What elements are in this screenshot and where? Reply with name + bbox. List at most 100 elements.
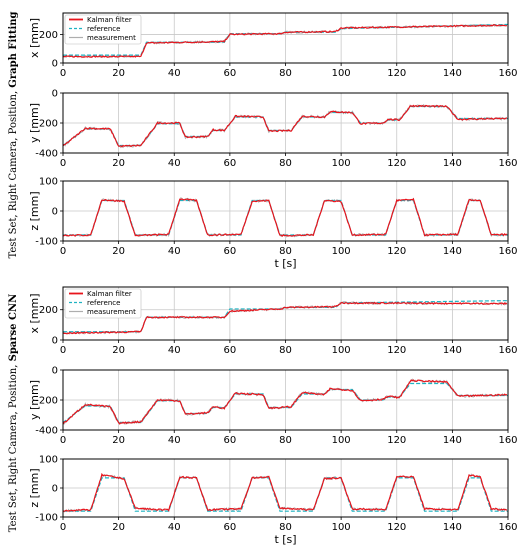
- x-tick-label: 140: [443, 435, 462, 446]
- x-tick-label: 40: [168, 345, 181, 356]
- plot-frame: [62, 286, 509, 341]
- x-tick-label: 40: [168, 435, 181, 446]
- x-tick-label: 60: [224, 435, 237, 446]
- x-tick-label: 80: [279, 435, 292, 446]
- x-tick-label: 80: [279, 246, 292, 257]
- plot-area: [63, 300, 508, 335]
- kalman-series: [63, 197, 508, 237]
- measurement-series: [63, 104, 508, 149]
- side-label-graph-fitting: Test Set, Right Camera, Position, Graph …: [8, 11, 19, 258]
- x-tick-label: 40: [168, 522, 181, 533]
- y-tick-label: -100: [35, 237, 58, 248]
- x-tick-label: 160: [498, 68, 517, 79]
- x-tick-label: 140: [443, 158, 462, 169]
- x-tick-label: 140: [443, 68, 462, 79]
- y-tick-label: -400: [35, 149, 58, 160]
- y-tick-label: -200: [35, 396, 58, 407]
- y-tick-label: 100: [39, 455, 58, 466]
- x-tick-label: 120: [387, 522, 406, 533]
- x-tick-label: 140: [443, 345, 462, 356]
- y-tick-label: -200: [35, 119, 58, 130]
- y-axis-label: z [mm]: [28, 468, 41, 507]
- x-tick-label: 0: [60, 246, 66, 257]
- measurement-series: [63, 378, 508, 425]
- y-axis-label: z [mm]: [28, 191, 41, 230]
- kalman-series: [63, 301, 508, 335]
- x-tick-label: 160: [498, 435, 517, 446]
- plot-area: [63, 104, 508, 149]
- x-tick-label: 60: [224, 158, 237, 169]
- x-tick-label: 60: [224, 68, 237, 79]
- panel-gf-y: 0 20 40 60 80 100 120 140 160 -400 -200 0 y [mm]: [28, 89, 518, 170]
- plot-area: [63, 196, 508, 238]
- y-axis-label: y [mm]: [28, 103, 41, 143]
- x-tick-label: 0: [60, 158, 66, 169]
- y-axis-label: y [mm]: [28, 380, 41, 420]
- x-tick-label: 0: [60, 522, 66, 533]
- legend-entry: reference: [87, 25, 120, 33]
- x-tick-label: 120: [387, 246, 406, 257]
- x-tick-label: 20: [112, 68, 125, 79]
- x-tick-label: 160: [498, 158, 517, 169]
- legend-entry: Kalman filter: [87, 16, 132, 24]
- x-tick-label: 100: [332, 246, 351, 257]
- y-tick-label: -400: [35, 426, 58, 437]
- y-axis-label: x [mm]: [28, 18, 41, 58]
- y-tick-label: 0: [52, 59, 58, 70]
- x-tick-label: 100: [332, 158, 351, 169]
- x-tick-label: 100: [332, 68, 351, 79]
- plot-area: [63, 472, 508, 513]
- x-tick-label: 0: [60, 68, 66, 79]
- x-tick-label: 120: [387, 68, 406, 79]
- y-tick-label: 200: [39, 305, 58, 316]
- x-tick-label: 20: [112, 435, 125, 446]
- plot-frame: [62, 12, 509, 64]
- x-tick-label: 120: [387, 158, 406, 169]
- x-tick-label: 100: [332, 522, 351, 533]
- x-tick-label: 60: [224, 345, 237, 356]
- panel-cnn-y: 0 20 40 60 80 100 120 140 160 -400 -200 0 y [mm]: [28, 366, 518, 447]
- x-tick-label: 160: [498, 345, 517, 356]
- x-tick-label: 40: [168, 68, 181, 79]
- kalman-series: [63, 24, 508, 59]
- x-tick-label: 60: [224, 522, 237, 533]
- legend-entry: reference: [87, 299, 120, 307]
- x-tick-label: 40: [168, 158, 181, 169]
- legend-box: [64, 14, 142, 45]
- legend-entry: Kalman filter: [87, 290, 132, 298]
- legend-entry: measurement: [87, 308, 136, 316]
- plot-frame: [62, 180, 509, 242]
- y-tick-label: -100: [35, 513, 58, 524]
- plot-frame: [62, 92, 509, 154]
- x-axis-label: t [s]: [274, 257, 296, 270]
- x-tick-label: 120: [387, 435, 406, 446]
- x-tick-label: 0: [60, 435, 66, 446]
- y-tick-label: 200: [39, 30, 58, 41]
- x-tick-label: 100: [332, 435, 351, 446]
- y-tick-label: 0: [52, 366, 58, 377]
- y-tick-label: 0: [52, 336, 58, 347]
- x-tick-label: 20: [112, 522, 125, 533]
- x-tick-label: 80: [279, 345, 292, 356]
- x-tick-label: 80: [279, 158, 292, 169]
- x-tick-label: 20: [112, 158, 125, 169]
- x-axis-label: t [s]: [274, 533, 296, 546]
- y-tick-label: 0: [52, 207, 58, 218]
- kalman-series: [63, 379, 508, 425]
- x-tick-label: 140: [443, 522, 462, 533]
- x-tick-label: 160: [498, 522, 517, 533]
- plot-frame: [62, 458, 509, 518]
- x-tick-label: 20: [112, 246, 125, 257]
- x-tick-label: 20: [112, 345, 125, 356]
- y-axis-label: x [mm]: [28, 293, 41, 333]
- plot-frame: [62, 369, 509, 431]
- x-tick-label: 160: [498, 246, 517, 257]
- side-label-sparse-cnn: Test Set, Right Camera, Position, Sparse…: [8, 294, 19, 533]
- kalman-series: [63, 104, 508, 148]
